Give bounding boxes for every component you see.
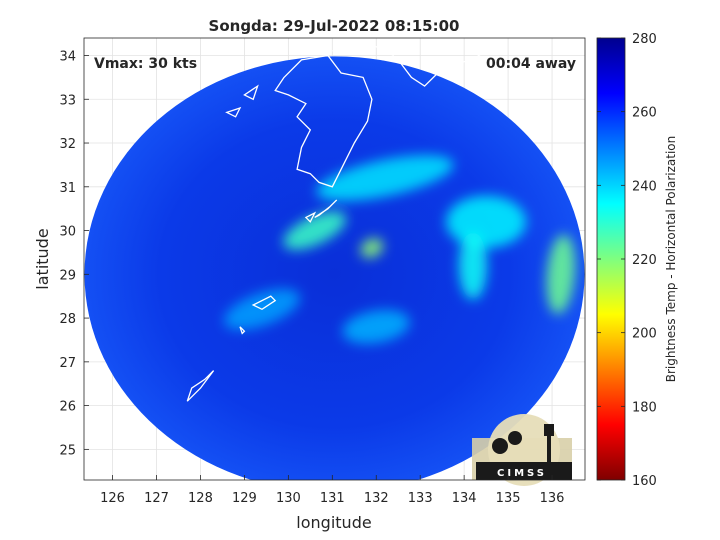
coast-tokunoshima <box>239 326 246 335</box>
x-tick-label: 131 <box>320 491 345 506</box>
feature-east-band <box>458 231 487 300</box>
y-tick-label: 26 <box>59 400 76 415</box>
coast-goto-south <box>225 106 242 118</box>
coast-kyushu <box>274 54 373 188</box>
plot-frame <box>83 37 586 481</box>
x-tick-label: 133 <box>408 491 433 506</box>
x-tick-label: 130 <box>276 491 301 506</box>
colorbar-scale <box>596 37 626 481</box>
y-tick-label: 28 <box>59 312 76 327</box>
coast-okinawa <box>186 370 215 402</box>
coast-shikoku <box>397 46 491 87</box>
x-tick-label: 135 <box>496 491 521 506</box>
time-away-annotation: 00:04 away <box>486 56 576 72</box>
y-axis-label: latitude <box>33 228 52 289</box>
x-tick-label: 127 <box>144 491 169 506</box>
feature-rainband-north <box>316 155 454 201</box>
colorbar-tick-label: 220 <box>632 253 657 268</box>
cimss-logo: CIMSS <box>472 414 572 486</box>
brightness-features <box>224 155 576 344</box>
coast-goto <box>243 84 259 101</box>
y-axis: 25 26 27 28 29 30 31 32 33 34 <box>59 50 89 458</box>
colorbar-tick-label: 180 <box>632 400 657 415</box>
satellite-dish-icon <box>492 438 508 454</box>
x-tick-label: 126 <box>100 491 125 506</box>
coast-tanegashima <box>314 199 338 218</box>
y-tick-label: 33 <box>59 93 76 108</box>
logo-silhouette-icon <box>476 462 572 480</box>
coast-miyako <box>84 450 87 455</box>
colorbar-ticks: 160 180 200 220 240 260 280 <box>597 32 657 489</box>
feature-convective-core <box>360 238 384 258</box>
y-tick-label: 27 <box>59 356 76 371</box>
coast-amami <box>251 295 277 311</box>
x-tick-label: 129 <box>232 491 257 506</box>
y-tick-label: 29 <box>59 268 76 283</box>
y-tick-label: 31 <box>59 181 76 196</box>
feature-east-cluster <box>446 195 527 248</box>
chart-title: Songda: 29-Jul-2022 08:15:00 <box>209 17 460 35</box>
x-tick-label: 132 <box>364 491 389 506</box>
colorbar-tick-label: 200 <box>632 327 657 342</box>
satellite-dish-icon <box>508 431 522 445</box>
vmax-annotation: Vmax: 30 kts <box>94 56 197 72</box>
y-tick-label: 30 <box>59 225 76 240</box>
x-tick-label: 136 <box>540 491 565 506</box>
plot-area: CIMSS 126 127 128 129 130 131 132 133 134 135 136 … <box>59 37 586 506</box>
x-tick-label: 128 <box>188 491 213 506</box>
colorbar-label: Brightness Temp - Horizontal Polarizatio… <box>664 136 678 383</box>
logo-text: CIMSS <box>497 468 547 479</box>
y-tick-label: 34 <box>59 50 76 65</box>
water-tower-leg-icon <box>547 436 551 462</box>
x-axis: 126 127 128 129 130 131 132 133 134 135 136 <box>100 475 564 506</box>
x-axis-label: longitude <box>296 513 371 532</box>
feature-south-patch <box>342 310 410 344</box>
colorbar-tick-label: 240 <box>632 179 657 194</box>
water-tower-icon <box>544 424 554 436</box>
feature-far-east-edge <box>546 234 576 315</box>
coastlines <box>84 41 491 455</box>
colorbar-tick-label: 260 <box>632 106 657 121</box>
colorbar-tick-label: 160 <box>632 474 657 489</box>
coast-yakushima <box>304 211 317 223</box>
x-tick-label: 134 <box>452 491 477 506</box>
colorbar-tick-label: 280 <box>632 32 657 47</box>
y-tick-label: 25 <box>59 443 76 458</box>
feature-rainband-west <box>283 211 347 250</box>
coast-honshu <box>332 41 395 57</box>
colorbar: 160 180 200 220 240 260 280 Brightness Temp - … <box>596 32 678 489</box>
y-tick-label: 32 <box>59 137 76 152</box>
